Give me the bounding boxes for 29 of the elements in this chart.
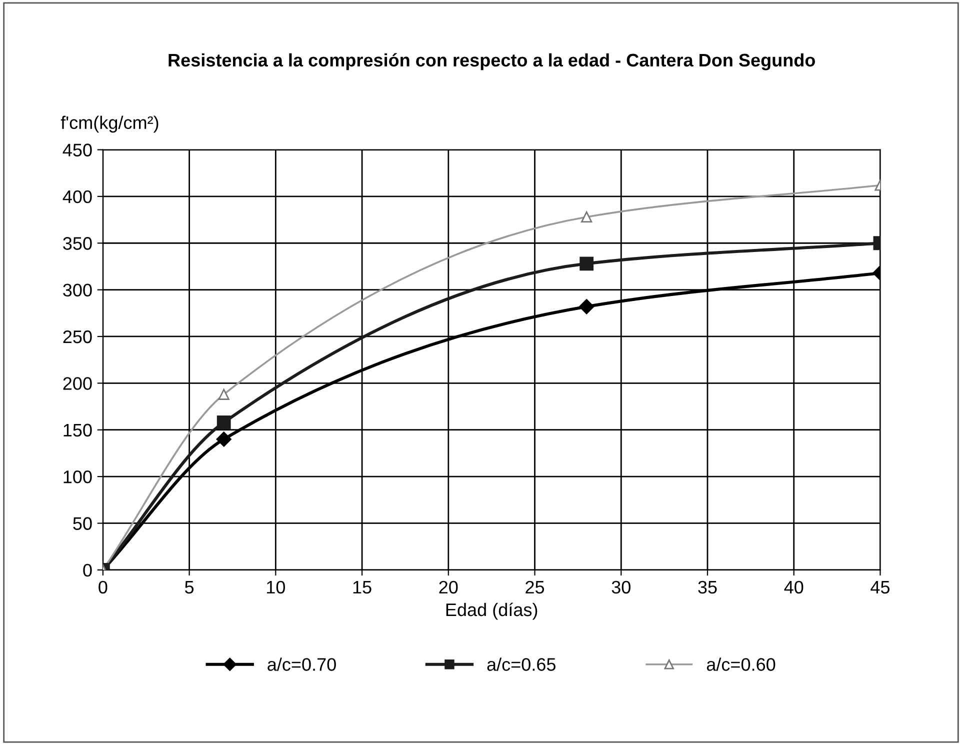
y-tick-label: 300 bbox=[63, 284, 92, 297]
point bbox=[218, 388, 230, 400]
y-tick-label: 400 bbox=[62, 190, 92, 204]
x-tick-label: 5 bbox=[185, 581, 194, 594]
legend-label: a/c=0.60 bbox=[706, 658, 776, 671]
y-tick-label: 200 bbox=[63, 377, 92, 390]
x-axis-title: Edad (días) bbox=[446, 602, 538, 620]
y-tick-label: 150 bbox=[64, 424, 92, 437]
y-tick-label: 100 bbox=[64, 470, 92, 484]
x-tick-label: 35 bbox=[698, 580, 717, 594]
x-tick-label: 0 bbox=[98, 580, 108, 594]
chart-title: Resistencia a la compresión con respecto a la edad - Cantera Don Segundo bbox=[168, 53, 815, 70]
x-tick-label: 20 bbox=[439, 580, 458, 594]
x-tick-label: 30 bbox=[612, 580, 630, 594]
x-tick-label: 40 bbox=[784, 580, 804, 594]
x-tick-label: 45 bbox=[870, 581, 890, 594]
point bbox=[216, 415, 231, 430]
y-tick-label: 450 bbox=[62, 144, 92, 156]
point bbox=[216, 432, 232, 447]
x-tick-label: 15 bbox=[353, 581, 372, 594]
x-tick-label: 25 bbox=[526, 580, 544, 594]
y-tick-label: 50 bbox=[73, 517, 92, 530]
y-axis-title: f'cm(kg/cm²) bbox=[60, 116, 158, 133]
y-tick-label: 250 bbox=[63, 330, 92, 344]
legend-label: a/c=0.70 bbox=[268, 658, 336, 671]
x-tick-label: 10 bbox=[267, 580, 286, 594]
y-tick-label: 0 bbox=[83, 564, 92, 577]
legend-label: a/c=0.65 bbox=[487, 658, 556, 671]
y-tick-label: 350 bbox=[63, 237, 92, 250]
